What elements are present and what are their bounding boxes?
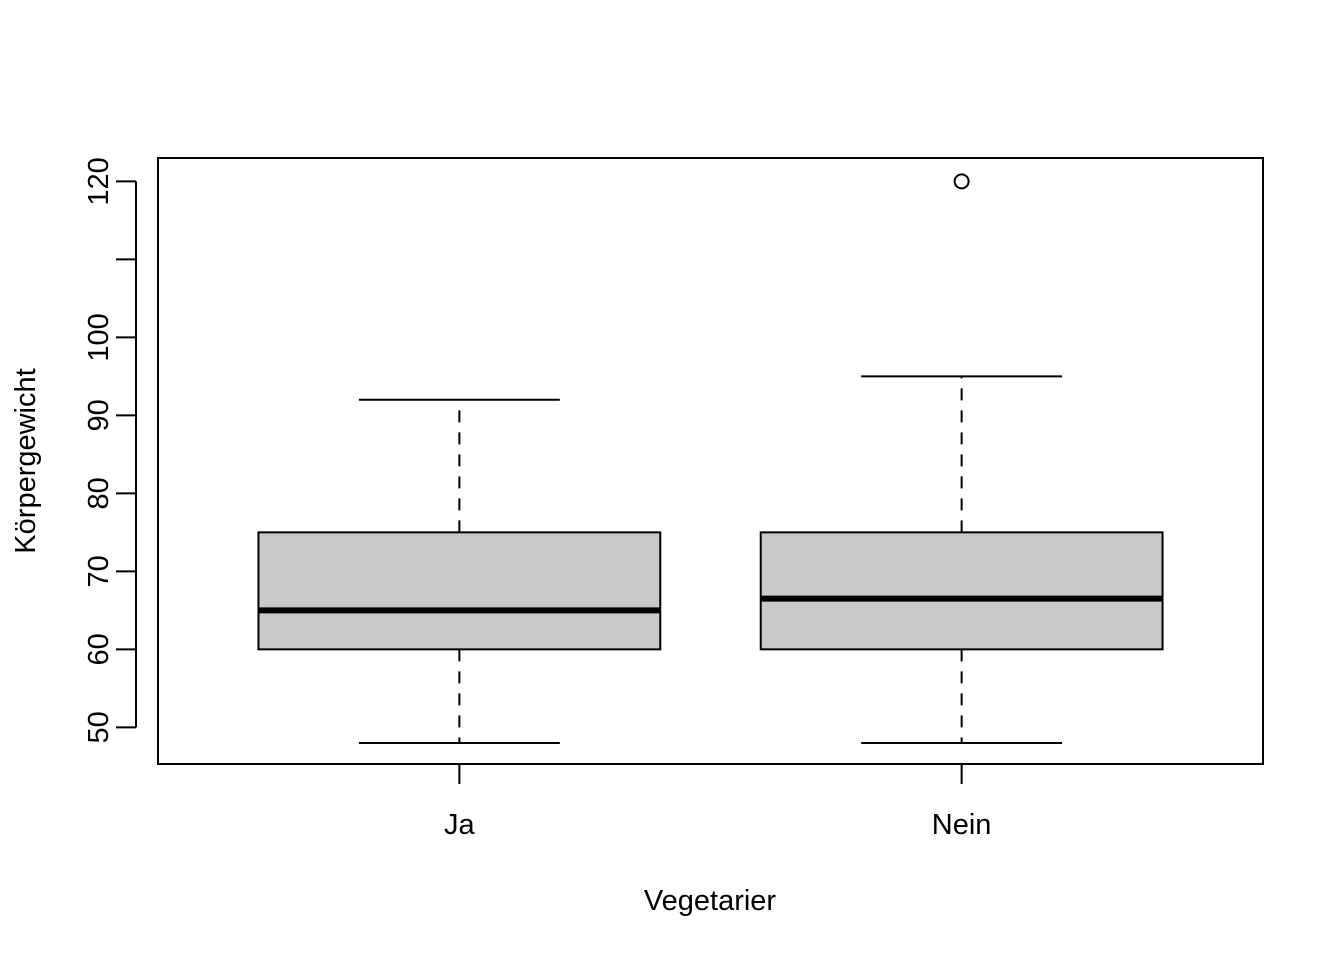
outlier-point — [953, 173, 970, 190]
y-tick-label: 120 — [83, 157, 115, 205]
y-axis-label: Körpergewicht — [10, 368, 42, 553]
box-ja — [257, 398, 662, 744]
y-tick-label: 100 — [83, 313, 115, 361]
iqr-box — [257, 531, 662, 651]
box-nein — [759, 173, 1164, 744]
y-tick-label: 50 — [83, 711, 115, 743]
x-axis-label: Vegetarier — [644, 885, 777, 917]
iqr-box — [759, 531, 1164, 651]
y-tick-label: 70 — [83, 555, 115, 587]
y-tick-label: 80 — [83, 477, 115, 509]
x-axis: Ja Nein — [444, 764, 991, 841]
boxes — [257, 173, 1164, 744]
x-tick-label: Nein — [932, 809, 992, 841]
y-axis: 50 60 70 80 90 100 120 — [83, 157, 137, 743]
y-tick-label: 90 — [83, 399, 115, 431]
plot-frame — [157, 157, 1264, 765]
x-tick-label: Ja — [444, 809, 476, 841]
y-tick-label: 60 — [83, 633, 115, 665]
